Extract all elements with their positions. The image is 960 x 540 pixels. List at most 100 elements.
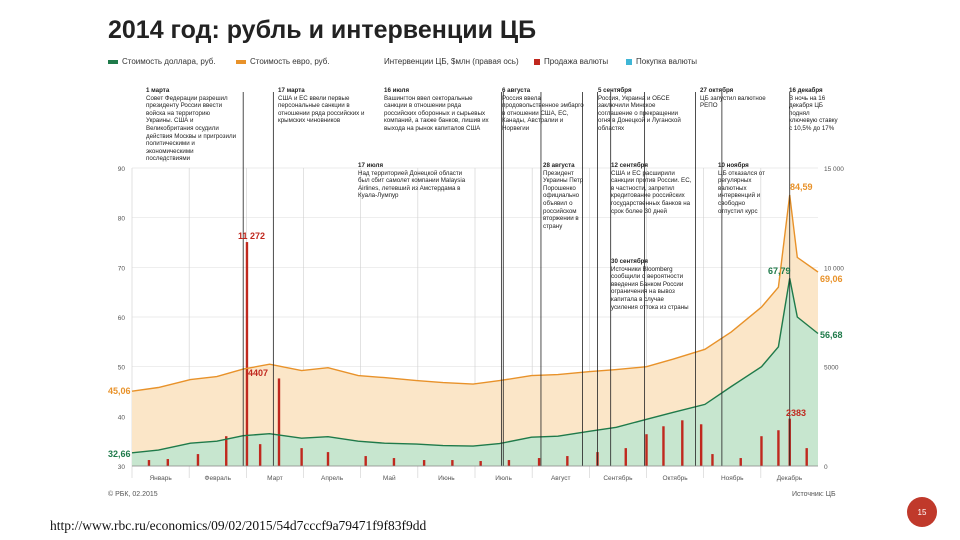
annotation-date: 30 сентября — [611, 258, 648, 265]
annotation-17-jul: 17 июля Над территорией Донецкой области … — [358, 162, 470, 200]
legend-eur-label: Стоимость евро, руб. — [250, 57, 330, 66]
annotation-date: 16 декабря — [789, 87, 823, 94]
label-intervention-dec: 2383 — [786, 408, 807, 418]
annotation-date: 10 ноября — [718, 162, 749, 169]
annotation-text: ЦБ запустил валютное РЕПО — [700, 94, 766, 110]
month-label: Ноябрь — [721, 474, 744, 482]
annotation-date: 1 марта — [146, 87, 170, 94]
intervention-bar — [645, 434, 648, 466]
annotation-date: 17 июля — [358, 162, 384, 169]
intervention-bar — [326, 452, 330, 466]
legend-eur-swatch — [236, 59, 246, 64]
chart-title: 2014 год: рубль и интервенции ЦБ — [108, 16, 537, 44]
intervention-bar — [760, 436, 763, 466]
annotation-text: США и ЕС ввели первые персональные санкц… — [278, 94, 365, 125]
label-euro-peak: 84,59 — [790, 182, 813, 192]
intervention-bar — [422, 460, 426, 466]
annotation-date: 12 сентября — [611, 162, 648, 169]
intervention-bar — [364, 456, 367, 466]
annotation-date: 6 августа — [502, 87, 531, 94]
legend-sell-label: Продажа валюты — [544, 57, 609, 66]
month-label: Февраль — [205, 475, 232, 482]
intervention-bar — [711, 454, 714, 466]
month-label: Август — [551, 475, 571, 482]
annotation-text: Президент Украины Петр Порошенко официал… — [543, 169, 584, 230]
annotation-date: 5 сентября — [598, 87, 632, 94]
month-label: Май — [383, 474, 396, 482]
month-label: Январь — [149, 475, 172, 482]
left-tick-label: 80 — [118, 216, 126, 223]
annotation-text: США и ЕС расширили санкции против России… — [611, 169, 692, 215]
annotation-text: Вашингтон ввел секторальные санкции в от… — [384, 94, 489, 132]
intervention-bar — [451, 460, 454, 466]
label-usd-peak: 67,79 — [768, 266, 791, 276]
intervention-bar — [537, 458, 541, 466]
label-euro-end: 69,06 — [820, 274, 843, 284]
intervention-bar — [566, 456, 569, 466]
intervention-bar — [166, 459, 170, 466]
annotation-text: ЦБ отказался от регулярных валютных инте… — [718, 169, 765, 215]
intervention-bar — [662, 426, 665, 466]
intervention-bar — [258, 444, 262, 466]
annotation-text: Россия ввела продовольственное эмбарго в… — [502, 94, 584, 132]
legend-sell-swatch — [534, 58, 540, 65]
legend-buy-label: Покупка валюты — [636, 57, 697, 66]
legend-usd-swatch — [108, 59, 118, 64]
legend-usd-label: Стоимость доллара, руб. — [122, 57, 216, 66]
euro-line — [131, 194, 819, 392]
source-note-right: Источник: ЦБ — [792, 491, 836, 498]
intervention-bar — [392, 458, 396, 466]
intervention-bar — [277, 378, 281, 466]
intervention-bar — [245, 242, 249, 466]
annotation-text: В ночь на 16 декабря ЦБ поднял ключевую … — [789, 94, 838, 132]
legend-intervention-label: Интервенции ЦБ, $млн (правая ось) — [384, 57, 519, 66]
source-url[interactable]: http://www.rbc.ru/economics/09/02/2015/5… — [50, 518, 427, 533]
page-number: 15 — [907, 497, 937, 527]
legend-buy-swatch — [626, 58, 632, 65]
usd-line — [131, 278, 819, 454]
annotation-text: Над территорией Донецкой области был сби… — [358, 169, 466, 200]
left-tick-label: 30 — [118, 464, 126, 471]
annotation-date: 28 августа — [543, 162, 575, 169]
euro-area — [132, 194, 818, 466]
intervention-bar — [739, 458, 742, 466]
intervention-bar — [479, 461, 482, 466]
annotation-16-jul: 16 июля Вашингтон ввел секторальные санкц… — [384, 87, 492, 133]
right-tick-label: 5000 — [824, 365, 839, 372]
intervention-bar — [699, 424, 703, 466]
month-label: Апрель — [321, 475, 344, 482]
intervention-bar — [147, 460, 151, 466]
annotation-16-dec: 16 декабря В ночь на 16 декабря ЦБ поднял… — [789, 87, 839, 133]
month-label: Июнь — [438, 475, 455, 482]
annotation-12-sep: 12 сентября США и ЕС расширили санкции пр… — [611, 162, 693, 215]
annotation-date: 17 марта — [278, 87, 305, 94]
label-intervention-may: 4407 — [248, 368, 269, 378]
intervention-bar — [300, 448, 303, 466]
left-tick-label: 60 — [118, 315, 126, 322]
intervention-bar — [805, 448, 808, 466]
legend-buy: Покупка валюты — [626, 57, 697, 66]
month-label: Декабрь — [777, 474, 803, 482]
left-tick-label: 70 — [118, 265, 126, 272]
annotation-5-sep: 5 сентября Россия, Украина и ОБСЕ заключи… — [598, 87, 690, 133]
annotation-date: 27 октября — [700, 87, 734, 94]
annotation-text: Россия, Украина и ОБСЕ заключили Минское… — [598, 94, 681, 132]
right-tick-label: 15 000 — [824, 166, 844, 173]
annotation-28-aug: 28 августа Президент Украины Петр Порошен… — [543, 162, 591, 230]
label-intervention-march: 11 272 — [238, 231, 266, 241]
intervention-bar — [681, 420, 684, 466]
legend-usd: Стоимость доллара, руб. — [108, 57, 216, 66]
annotation-30-sep: 30 сентября Источники Bloomberg сообщили … — [611, 258, 691, 311]
left-tick-label: 40 — [118, 414, 126, 421]
month-label: Октябрь — [662, 474, 688, 482]
legend-eur: Стоимость евро, руб. — [236, 57, 330, 66]
intervention-bar — [507, 460, 511, 466]
annotation-text: Совет Федерации разрешил президенту Росс… — [146, 94, 237, 163]
source-note: © РБК, 02.2015 — [108, 491, 158, 498]
legend-intervention: Интервенции ЦБ, $млн (правая ось) — [384, 57, 519, 66]
annotation-17-mar: 17 марта США и ЕС ввели первые персональн… — [278, 87, 374, 125]
intervention-bar — [777, 430, 780, 466]
month-label: Сентябрь — [603, 474, 633, 482]
legend-sell: Продажа валюты — [534, 57, 608, 66]
